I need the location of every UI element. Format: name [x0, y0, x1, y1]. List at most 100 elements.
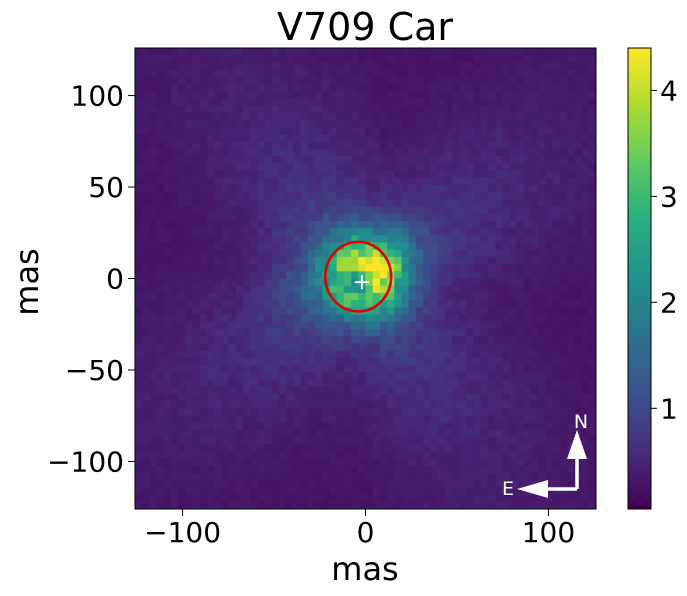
heatmap-cell: [552, 386, 561, 395]
heatmap-cell: [394, 235, 403, 244]
heatmap-cell: [228, 364, 237, 373]
heatmap-cell: [207, 105, 215, 114]
heatmap-cell: [444, 91, 453, 100]
heatmap-cell: [343, 242, 352, 251]
heatmap-cell: [408, 444, 417, 452]
heatmap-cell: [559, 321, 568, 330]
heatmap-cell: [502, 444, 511, 452]
heatmap-cell: [379, 192, 388, 200]
heatmap-cell: [250, 292, 259, 301]
heatmap-cell: [588, 408, 596, 416]
heatmap-cell: [351, 127, 359, 136]
heatmap-cell: [408, 357, 417, 366]
heatmap-cell: [293, 127, 302, 136]
heatmap-cell: [322, 501, 331, 509]
heatmap-cell: [509, 91, 518, 100]
heatmap-cell: [199, 436, 208, 445]
heatmap-cell: [516, 400, 525, 409]
heatmap-cell: [466, 422, 475, 431]
heatmap-cell: [171, 98, 179, 107]
heatmap-cell: [221, 444, 230, 452]
heatmap-cell: [243, 328, 251, 337]
heatmap-cell: [163, 55, 172, 63]
heatmap-cell: [567, 76, 575, 85]
heatmap-cell: [451, 184, 460, 193]
heatmap-cell: [588, 84, 596, 92]
heatmap-cell: [228, 134, 237, 143]
heatmap-cell: [142, 98, 150, 107]
heatmap-cell: [257, 170, 266, 179]
heatmap-cell: [135, 386, 143, 395]
heatmap-cell: [214, 48, 223, 56]
heatmap-cell: [142, 170, 150, 179]
heatmap-cell: [531, 400, 539, 409]
heatmap-cell: [142, 127, 150, 136]
heatmap-cell: [509, 487, 518, 496]
heatmap-cell: [243, 336, 251, 344]
heatmap-cell: [559, 343, 568, 352]
heatmap-cell: [207, 472, 215, 481]
heatmap-cell: [264, 84, 273, 92]
heatmap-cell: [559, 307, 568, 316]
heatmap-cell: [286, 120, 295, 128]
heatmap-cell: [502, 415, 511, 424]
heatmap-cell: [451, 242, 460, 251]
heatmap-cell: [423, 444, 431, 452]
heatmap-cell: [235, 379, 244, 388]
heatmap-cell: [559, 91, 568, 100]
heatmap-cell: [451, 163, 460, 172]
heatmap-cell: [343, 465, 352, 474]
heatmap-cell: [163, 292, 172, 301]
heatmap-cell: [552, 372, 561, 380]
heatmap-cell: [185, 357, 194, 366]
heatmap-cell: [185, 472, 194, 481]
heatmap-cell: [394, 386, 403, 395]
heatmap-cell: [509, 444, 518, 452]
heatmap-cell: [372, 127, 381, 136]
heatmap-cell: [394, 148, 403, 157]
heatmap-cell: [379, 343, 388, 352]
heatmap-cell: [387, 242, 395, 251]
heatmap-cell: [523, 112, 532, 121]
heatmap-cell: [271, 400, 280, 409]
heatmap-cell: [466, 69, 475, 78]
heatmap-cell: [559, 314, 568, 323]
heatmap-cell: [365, 271, 374, 280]
heatmap-cell: [415, 184, 424, 193]
heatmap-cell: [228, 184, 237, 193]
heatmap-cell: [437, 235, 446, 244]
heatmap-cell: [343, 300, 352, 308]
heatmap-cell: [250, 199, 259, 208]
heatmap-cell: [487, 91, 496, 100]
heatmap-cell: [538, 415, 547, 424]
heatmap-cell: [135, 307, 143, 316]
heatmap-cell: [322, 206, 331, 215]
heatmap-cell: [214, 444, 223, 452]
heatmap-cell: [545, 76, 554, 85]
heatmap-cell: [149, 379, 158, 388]
heatmap-cell: [264, 242, 273, 251]
heatmap-cell: [379, 393, 388, 402]
heatmap-cell: [466, 84, 475, 92]
heatmap-cell: [336, 465, 345, 474]
heatmap-cell: [192, 112, 201, 121]
heatmap-cell: [516, 501, 525, 509]
heatmap-cell: [372, 98, 381, 107]
heatmap-cell: [538, 120, 547, 128]
heatmap-cell: [257, 264, 266, 272]
heatmap-cell: [372, 307, 381, 316]
heatmap-cell: [257, 336, 266, 344]
heatmap-cell: [315, 458, 323, 467]
heatmap-cell: [264, 393, 273, 402]
heatmap-cell: [473, 386, 482, 395]
heatmap-cell: [221, 472, 230, 481]
heatmap-cell: [271, 134, 280, 143]
heatmap-cell: [163, 62, 172, 71]
heatmap-cell: [545, 177, 554, 186]
heatmap-cell: [185, 213, 194, 222]
heatmap-cell: [588, 458, 596, 467]
heatmap-cell: [502, 487, 511, 496]
heatmap-cell: [178, 415, 187, 424]
heatmap-cell: [502, 84, 511, 92]
